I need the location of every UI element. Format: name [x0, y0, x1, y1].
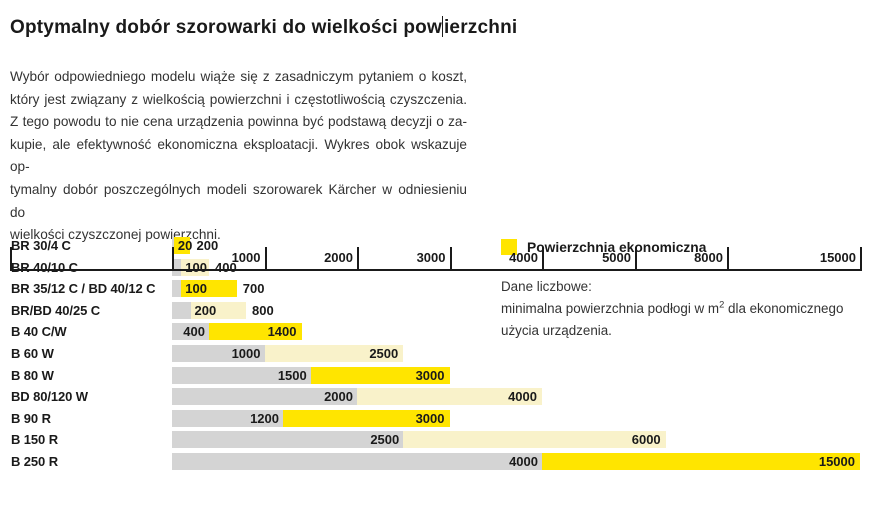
chart-row: B 250 R 4000 15000	[0, 453, 880, 470]
page-title: Optymalny dobór szorowarki do wielkości …	[10, 16, 517, 39]
chart-row: B 40 C/W 400 1400	[0, 323, 880, 341]
max-value-label: 1400	[267, 324, 297, 340]
text-cursor	[442, 16, 444, 37]
axis-tick-label: 1000	[231, 250, 261, 265]
intro-line: który jest związany z wielkością powierz…	[10, 91, 467, 107]
max-value-label: 2500	[369, 346, 399, 361]
model-label: BR/BD 40/25 C	[11, 302, 101, 318]
economic-area-bar	[173, 237, 191, 254]
model-label: B 250 R	[11, 454, 58, 469]
base-usage-bar	[172, 409, 283, 427]
x-axis: 1000 2000 3000 4000 5000 8000 15000	[10, 247, 862, 271]
intro-paragraph: Wybór odpowiedniego modelu wiąże się z z…	[10, 66, 467, 247]
min-value-label: 4000	[509, 454, 538, 469]
economic-area-bar	[310, 366, 450, 384]
economic-area-bar	[403, 431, 666, 449]
axis-tick	[635, 247, 637, 271]
max-value-label: 6000	[631, 432, 661, 448]
chart-row: B 60 W 1000 2500	[0, 345, 880, 362]
intro-line: wielkości czyszczonej powierzchni.	[10, 227, 221, 243]
economic-area-bar	[542, 453, 860, 470]
data-note-title: Dane liczbowe:	[501, 279, 592, 294]
base-usage-bar	[172, 388, 357, 406]
economic-area-bar	[264, 345, 404, 362]
intro-line: kupie, ale efektywność ekonomiczna ekspl…	[10, 136, 467, 175]
economic-area-bar	[357, 388, 542, 406]
model-label: BR 30/4 C	[11, 238, 71, 253]
intro-line: Wybór odpowiedniego modelu wiąże się z z…	[10, 69, 467, 84]
chart-row: B 90 R 1200 3000	[0, 409, 880, 427]
axis-tick	[542, 247, 544, 271]
intro-line: Z tego powodu to nie cena urządzenia pow…	[10, 114, 467, 130]
chart-row: B 150 R 2500 6000	[0, 431, 880, 449]
legend-color-swatch	[501, 239, 517, 255]
base-usage-bar	[172, 431, 404, 449]
min-value-label: 400	[183, 324, 205, 340]
base-usage-bar	[172, 280, 182, 298]
min-value-label: 1200	[250, 410, 279, 426]
base-usage-bar	[172, 366, 311, 384]
chart-row: BR 30/4 C 20 200	[0, 237, 880, 254]
economic-area-bar	[190, 301, 246, 319]
min-value-label: 2000	[324, 389, 353, 405]
axis-tick-label: 3000	[416, 250, 446, 265]
min-value-label: 20	[177, 238, 193, 253]
model-label: B 60 W	[11, 346, 54, 361]
page-title-text-after-cursor: ierzchni	[443, 17, 518, 38]
economic-area-bar	[283, 409, 450, 427]
base-usage-bar	[172, 453, 542, 470]
min-value-label: 100	[185, 281, 207, 297]
intro-line: tymalny dobór poszczególnych modeli szor…	[10, 181, 467, 220]
min-value-label: 1500	[277, 367, 307, 383]
scrubber-area-chart: BR 30/4 C 20 200 BR 40/10 C 100 400 BR 35/12 C…	[0, 230, 880, 527]
chart-row: B 80 W 1500 3000	[0, 366, 880, 384]
max-value-label: 4000	[508, 389, 537, 405]
axis-tick-label: 5000	[602, 250, 631, 265]
data-note: Dane liczbowe: minimalna powierzchnia po…	[501, 276, 843, 342]
legend-label: Powierzchnia ekonomiczna	[527, 240, 707, 255]
axis-tick-label: 15000	[819, 250, 856, 265]
axis-tick-label: 8000	[694, 250, 723, 265]
max-value-label: 3000	[415, 367, 445, 383]
axis-tick-label: 4000	[509, 250, 538, 265]
chart-row: BR 35/12 C / BD 40/12 C 100 700	[0, 280, 880, 298]
base-usage-bar	[172, 258, 182, 276]
superscript-2: 2	[719, 299, 725, 310]
max-value-label: 700	[242, 281, 265, 297]
axis-tick	[264, 247, 267, 271]
axis-tick	[357, 247, 359, 271]
min-value-label: 1000	[231, 346, 261, 361]
axis-tick-label: 2000	[324, 250, 353, 265]
axis-tick	[727, 247, 729, 271]
model-label: B 80 W	[11, 367, 54, 383]
axis-zero-tick	[172, 247, 174, 271]
data-note-line2: użycia urządzenia.	[501, 323, 612, 338]
model-label: B 40 C/W	[11, 324, 67, 340]
page-title-text-before-cursor: Optymalny dobór szorowarki do wielkości …	[10, 17, 442, 38]
base-usage-bar	[172, 301, 191, 319]
chart-row: BD 80/120 W 2000 4000	[0, 388, 880, 406]
economic-area-bar	[209, 323, 302, 341]
model-label: B 150 R	[11, 432, 58, 448]
min-value-label: 2500	[370, 432, 400, 448]
model-label: BD 80/120 W	[11, 389, 88, 405]
base-usage-bar	[172, 345, 265, 362]
economic-area-bar	[181, 280, 237, 298]
economic-area-bar	[181, 258, 209, 276]
max-value-label: 200	[196, 238, 219, 253]
max-value-label: 800	[252, 302, 274, 318]
min-value-label: 200	[194, 302, 217, 318]
model-label: BR 35/12 C / BD 40/12 C	[11, 281, 156, 297]
model-label: B 90 R	[11, 410, 51, 426]
data-note-line1: minimalna powierzchnia podłogi w m2 dla …	[501, 299, 844, 316]
base-usage-bar	[172, 237, 174, 254]
chart-row: BR/BD 40/25 C 200 800	[0, 301, 880, 319]
axis-tick	[449, 247, 452, 271]
base-usage-bar	[172, 323, 209, 341]
max-value-label: 3000	[415, 410, 445, 426]
axis-start-tick	[10, 247, 12, 271]
max-value-label: 15000	[818, 454, 855, 469]
axis-tick	[860, 247, 862, 271]
